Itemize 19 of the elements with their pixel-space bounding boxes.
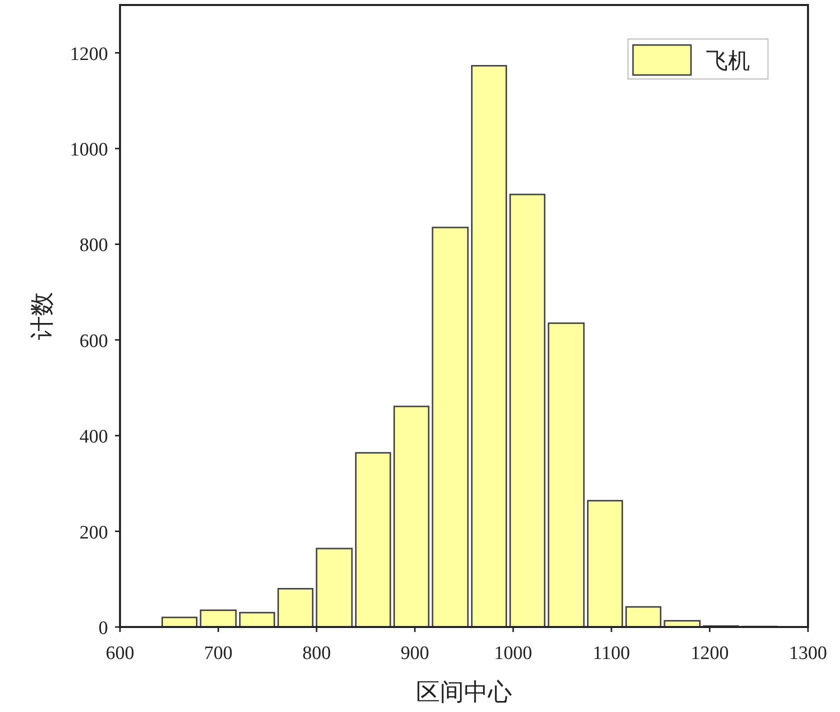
x-axis-title: 区间中心 xyxy=(416,679,512,706)
x-tick-label: 600 xyxy=(106,643,134,664)
x-tick-label: 800 xyxy=(302,643,331,664)
legend: 飞机 xyxy=(628,38,768,80)
y-tick-label: 800 xyxy=(80,235,108,256)
y-tick-label: 1200 xyxy=(70,44,108,65)
x-tick-label: 1100 xyxy=(592,643,630,664)
y-tick-label: 0 xyxy=(98,618,108,639)
y-tick-label: 1000 xyxy=(70,140,108,161)
x-tick-label: 1200 xyxy=(690,643,729,664)
y-tick-label: 200 xyxy=(80,522,108,544)
x-tick-label: 1000 xyxy=(494,643,532,664)
x-tick-label: 700 xyxy=(204,643,233,664)
legend-label: 飞机 xyxy=(706,48,750,73)
x-tick-label: 1300 xyxy=(789,643,827,664)
y-tick-label: 400 xyxy=(80,426,108,448)
y-axis-title: 计数 xyxy=(30,292,56,340)
y-tick-label: 600 xyxy=(80,330,108,352)
x-tick-label: 900 xyxy=(400,643,430,664)
